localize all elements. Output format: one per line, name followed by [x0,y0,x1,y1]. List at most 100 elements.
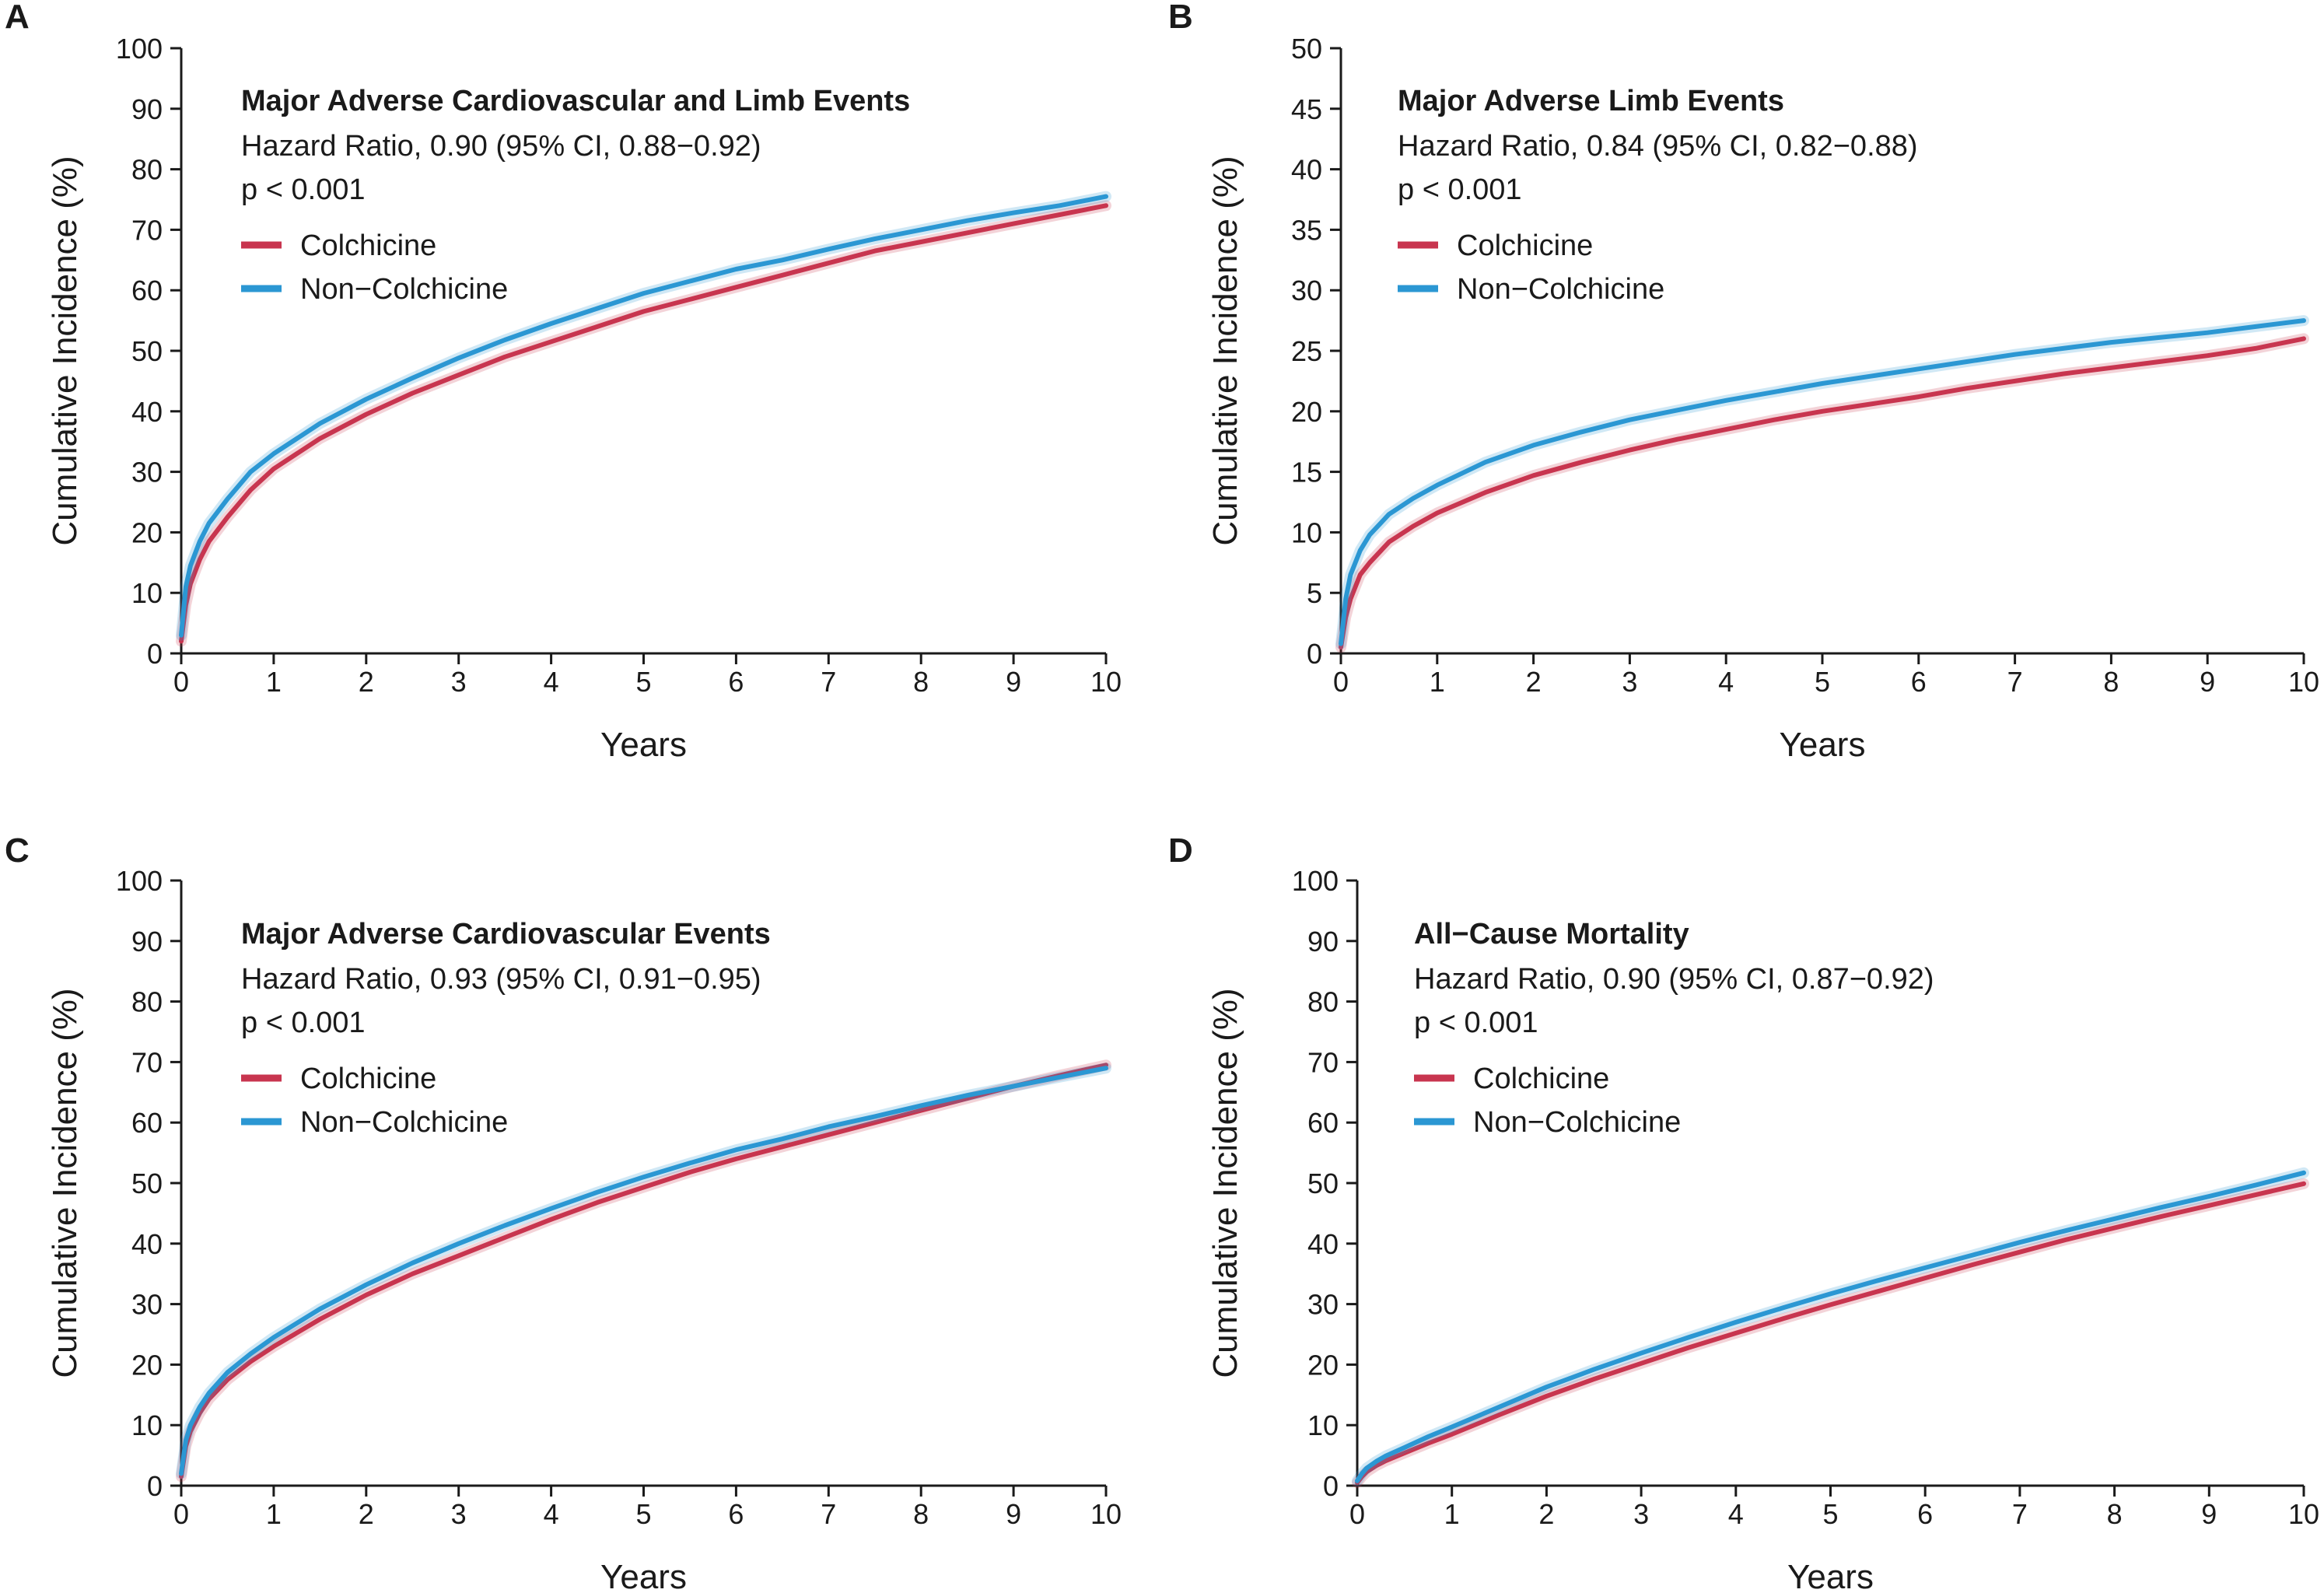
x-tick-label: 7 [821,666,836,698]
y-tick-label: 35 [1291,214,1322,246]
panel-letter: A [5,0,30,36]
x-tick-label: 8 [2107,1498,2123,1530]
y-tick-label: 40 [131,396,163,428]
x-tick-label: 1 [1430,666,1445,698]
series-line-non-colchicine [179,1066,1108,1476]
x-tick-label: 2 [359,666,374,698]
series-ci-band-non-colchicine [1335,315,2309,649]
x-tick-label: 7 [2007,666,2023,698]
y-tick-label: 80 [131,154,163,186]
x-tick-label: 0 [1333,666,1349,698]
x-tick-label: 4 [1728,1498,1744,1530]
panel-letter: B [1168,0,1193,36]
hazard-ratio-text: Hazard Ratio, 0.93 (95% CI, 0.91−0.95) [241,963,761,996]
y-tick-label: 0 [1323,1470,1339,1502]
y-tick-label: 20 [1307,1349,1339,1381]
x-tick-label: 10 [1090,666,1122,698]
y-tick-label: 25 [1291,335,1322,367]
x-tick-label: 10 [2288,666,2319,698]
y-tick-label: 0 [147,1470,163,1502]
y-tick-label: 10 [131,1409,163,1441]
y-axis-label: Cumulative Incidence (%) [46,988,84,1378]
legend-label: Non−Colchicine [1473,1106,1681,1139]
series-line-colchicine [1339,336,2306,650]
x-tick-label: 4 [544,666,559,698]
x-tick-label: 5 [1815,666,1830,698]
x-axis-label: Years [600,1558,687,1593]
x-tick-label: 6 [728,1498,744,1530]
chart-title: Major Adverse Cardiovascular Events [241,918,771,951]
y-tick-label: 30 [131,1289,163,1321]
legend-label: Non−Colchicine [300,273,508,306]
series-line-colchicine [179,1063,1108,1479]
y-tick-label: 30 [1307,1289,1339,1321]
x-tick-label: 9 [1006,666,1021,698]
x-tick-label: 6 [1911,666,1927,698]
y-tick-label: 60 [131,275,163,306]
y-tick-label: 100 [116,865,163,897]
p-value-text: p < 0.001 [241,1007,366,1039]
series-line-colchicine [1355,1181,2306,1486]
x-tick-label: 10 [2288,1498,2319,1530]
y-tick-label: 50 [1291,33,1322,65]
y-tick-label: 15 [1291,457,1322,488]
y-tick-label: 10 [131,577,163,609]
legend-label: Non−Colchicine [300,1106,508,1139]
y-tick-label: 80 [131,986,163,1018]
chart-title: Major Adverse Cardiovascular and Limb Ev… [241,85,910,117]
x-tick-label: 8 [913,666,929,698]
x-tick-label: 2 [1526,666,1542,698]
series-line-non-colchicine [1339,318,2306,646]
x-tick-label: 4 [544,1498,559,1530]
x-tick-label: 9 [2201,1498,2217,1530]
x-tick-label: 5 [635,666,651,698]
x-tick-label: 1 [266,666,282,698]
y-tick-label: 100 [116,33,163,65]
y-tick-label: 50 [131,335,163,367]
p-value-text: p < 0.001 [1414,1007,1538,1039]
legend-label: Non−Colchicine [1457,273,1664,306]
legend-label: Colchicine [300,229,436,262]
y-tick-label: 70 [131,214,163,246]
y-axis-label: Cumulative Incidence (%) [1206,156,1244,545]
y-tick-label: 10 [1307,1409,1339,1441]
x-axis-label: Years [600,726,687,764]
y-tick-label: 50 [131,1168,163,1199]
x-tick-label: 6 [728,666,744,698]
legend-label: Colchicine [1473,1063,1609,1095]
y-tick-label: 90 [131,926,163,958]
y-tick-label: 40 [131,1228,163,1260]
series-ci-band-colchicine [1352,1178,2309,1489]
y-tick-label: 20 [1291,396,1322,428]
x-tick-label: 5 [635,1498,651,1530]
panel-letter: D [1168,832,1193,870]
x-tick-label: 3 [1622,666,1637,698]
y-tick-label: 70 [1307,1046,1339,1078]
hazard-ratio-text: Hazard Ratio, 0.90 (95% CI, 0.87−0.92) [1414,963,1934,996]
y-tick-label: 30 [1291,275,1322,306]
x-tick-label: 3 [1633,1498,1649,1530]
p-value-text: p < 0.001 [1398,173,1522,206]
x-tick-label: 1 [1444,1498,1460,1530]
x-tick-label: 9 [2200,666,2215,698]
x-tick-label: 6 [1917,1498,1933,1530]
y-tick-label: 10 [1291,516,1322,548]
series-ci-band-non-colchicine [176,191,1111,641]
y-tick-label: 90 [131,93,163,125]
y-tick-label: 20 [131,516,163,548]
chart-panel-d: D 0 10 20 30 40 50 60 70 80 90 100 0 1 2 3 4 5 6 7 8 9 10 Years… [1168,832,2319,1593]
x-tick-label: 10 [1090,1498,1122,1530]
x-tick-label: 7 [2012,1498,2028,1530]
chart-title: All−Cause Mortality [1414,918,1689,951]
p-value-text: p < 0.001 [241,173,366,206]
y-tick-label: 5 [1307,577,1322,609]
y-tick-label: 100 [1292,865,1339,897]
x-tick-label: 0 [173,1498,189,1530]
series-line-non-colchicine [179,194,1108,638]
x-tick-label: 3 [451,666,467,698]
x-tick-label: 3 [451,1498,467,1530]
chart-panel-c: C 0 10 20 30 40 50 60 70 80 90 100 0 1 2 3 4 5 6 7 8 9 10 Years… [5,832,1122,1593]
hazard-ratio-text: Hazard Ratio, 0.90 (95% CI, 0.88−0.92) [241,130,761,163]
